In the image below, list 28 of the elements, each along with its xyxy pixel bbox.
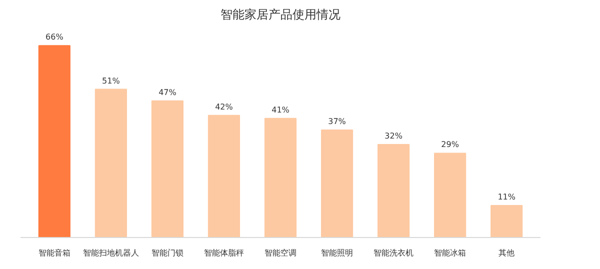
bar bbox=[320, 129, 354, 238]
x-tick-label: 智能洗衣机 bbox=[374, 248, 414, 258]
x-tick-label: 智能音箱 bbox=[38, 248, 70, 258]
bar bbox=[264, 118, 297, 238]
x-tick-label: 智能扫地机器人 bbox=[82, 248, 139, 258]
bar bbox=[38, 45, 70, 238]
data-label: 29% bbox=[441, 140, 460, 150]
x-tick-label: 智能照明 bbox=[321, 248, 354, 258]
x-tick-label: 智能体脂秤 bbox=[204, 248, 244, 258]
bar bbox=[434, 152, 466, 238]
bar bbox=[208, 114, 240, 238]
x-tick-label: 智能冰箱 bbox=[434, 248, 466, 258]
data-label: 37% bbox=[328, 116, 346, 126]
data-label: 11% bbox=[498, 192, 516, 202]
x-tick-label: 其他 bbox=[498, 248, 515, 258]
data-label: 41% bbox=[272, 105, 290, 114]
data-label: 42% bbox=[215, 102, 234, 112]
data-label: 32% bbox=[384, 131, 403, 140]
chart-title: 智能家居产品使用情况 bbox=[220, 8, 340, 22]
bar bbox=[490, 205, 523, 238]
bar bbox=[151, 100, 184, 238]
data-label: 51% bbox=[102, 76, 120, 86]
bar bbox=[94, 88, 127, 238]
data-label: 47% bbox=[158, 88, 177, 97]
x-tick-label: 智能门锁 bbox=[151, 248, 184, 258]
bar bbox=[378, 144, 410, 238]
data-label: 66% bbox=[46, 32, 64, 42]
x-tick-label: 智能空调 bbox=[264, 248, 296, 258]
